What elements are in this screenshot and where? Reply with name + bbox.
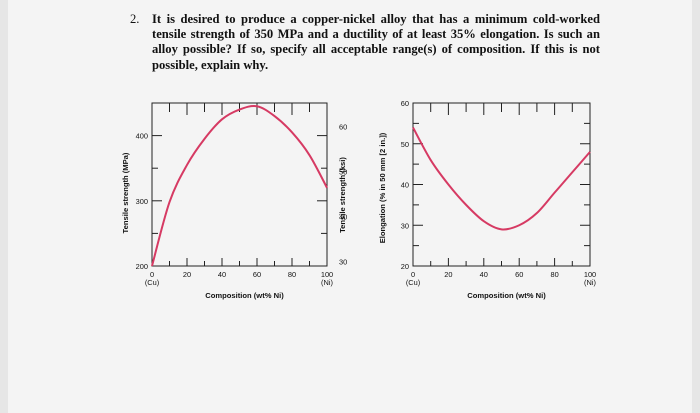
chart2-x-tick-label: 20 [444,270,452,279]
chart2-y-tick-label: 40 [401,181,409,190]
chart1-x-tick-label: 20 [183,270,191,279]
chart1-y-right-tick-label: 60 [339,123,347,132]
chart2-y-tick-label: 20 [401,262,409,271]
chart1-y-tick-label: 400 [136,132,148,141]
chart1-x-tick-sublabel: (Ni) [321,278,333,287]
chart2-x-tick-sublabel: (Ni) [584,278,596,287]
chart1-y-right-axis-label: Tensile strength (ksi) [338,157,347,233]
chart1-x-tick-label: 0 [150,270,154,279]
chart2-x-tick-sublabel: (Cu) [406,278,420,287]
chart1-y-tick-label: 300 [136,197,148,206]
chart1-y-axis-label: Tensile strength (MPa) [121,152,130,233]
chart1-y-right-tick-label: 50 [339,168,347,177]
question-number: 2. [130,12,140,26]
chart1-x-axis-label: Composition (wt% Ni) [205,291,284,300]
chart2-x-tick-label: 80 [550,270,558,279]
chart1-x-tick-sublabel: (Cu) [145,278,159,287]
chart1-series-line [151,104,328,267]
chart2-y-axis-label: Elongation (% in 50 mm [2 in.]) [378,132,387,243]
chart2-x-tick-label: 40 [480,270,488,279]
chart2-x-tick-label: 0 [411,270,415,279]
chart1-x-tick-label: 80 [288,270,296,279]
chart2-y-tick-label: 30 [401,221,409,230]
chart1-y-right-tick-label: 40 [339,213,347,222]
chart1-x-tick-label: 100 [321,270,333,279]
chart1-plot-frame [151,102,328,267]
chart2-x-tick-label: 100 [584,270,596,279]
page [8,0,692,413]
chart2-y-tick-label: 50 [401,140,409,149]
chart2-y-tick-label: 60 [401,99,409,108]
chart1-x-tick-label: 40 [218,270,226,279]
question-block: 2. It is desired to produce a copper-nic… [130,12,600,73]
chart2-series-line [412,126,591,231]
question-text: It is desired to produce a copper-nickel… [152,12,600,72]
chart2-plot-frame [412,102,591,267]
chart2-x-axis-label: Composition (wt% Ni) [467,291,546,300]
chart1-y-right-tick-label: 30 [339,258,347,267]
chart2-x-tick-label: 60 [515,270,523,279]
chart1-x-tick-label: 60 [253,270,261,279]
chart1-y-tick-label: 200 [136,262,148,271]
